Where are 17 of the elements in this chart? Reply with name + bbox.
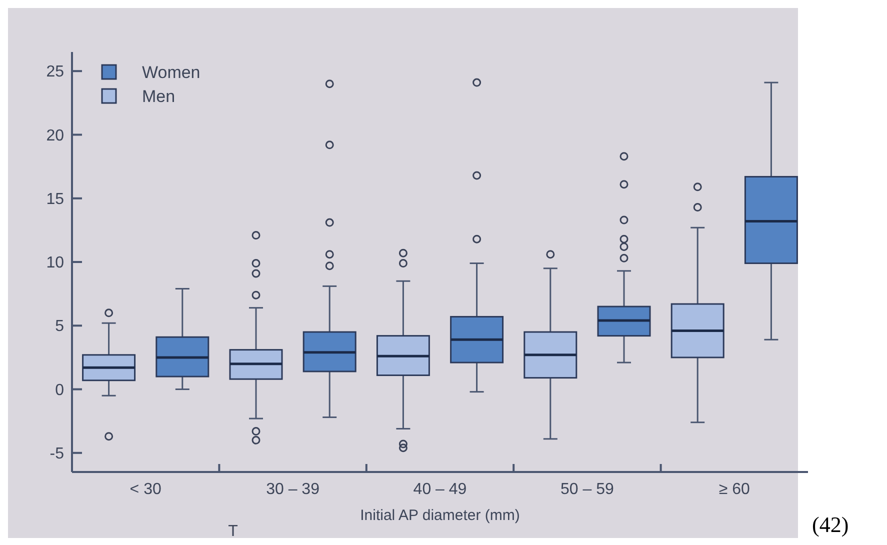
legend-label: Women — [142, 62, 200, 82]
y-tick-label: 20 — [46, 127, 64, 144]
x-tick-label: < 30 — [130, 481, 162, 498]
x-axis-title: Initial AP diameter (mm) — [360, 507, 520, 524]
y-tick-label: 0 — [55, 382, 64, 399]
y-tick-label: 10 — [46, 254, 64, 272]
x-tick-label: 30 – 39 — [266, 481, 320, 498]
x-tick-label: 50 – 59 — [560, 481, 614, 498]
y-tick-label: 25 — [46, 64, 64, 81]
y-tick-label: -5 — [50, 446, 64, 463]
legend-label: Men — [142, 86, 176, 106]
x-tick-label: 40 – 49 — [413, 481, 467, 498]
text: T — [228, 523, 238, 540]
y-tick-label: 15 — [46, 190, 64, 208]
x-tick-label: ≥ 60 — [718, 481, 750, 498]
text: (42) — [812, 512, 849, 537]
y-tick-label: 5 — [55, 318, 64, 336]
